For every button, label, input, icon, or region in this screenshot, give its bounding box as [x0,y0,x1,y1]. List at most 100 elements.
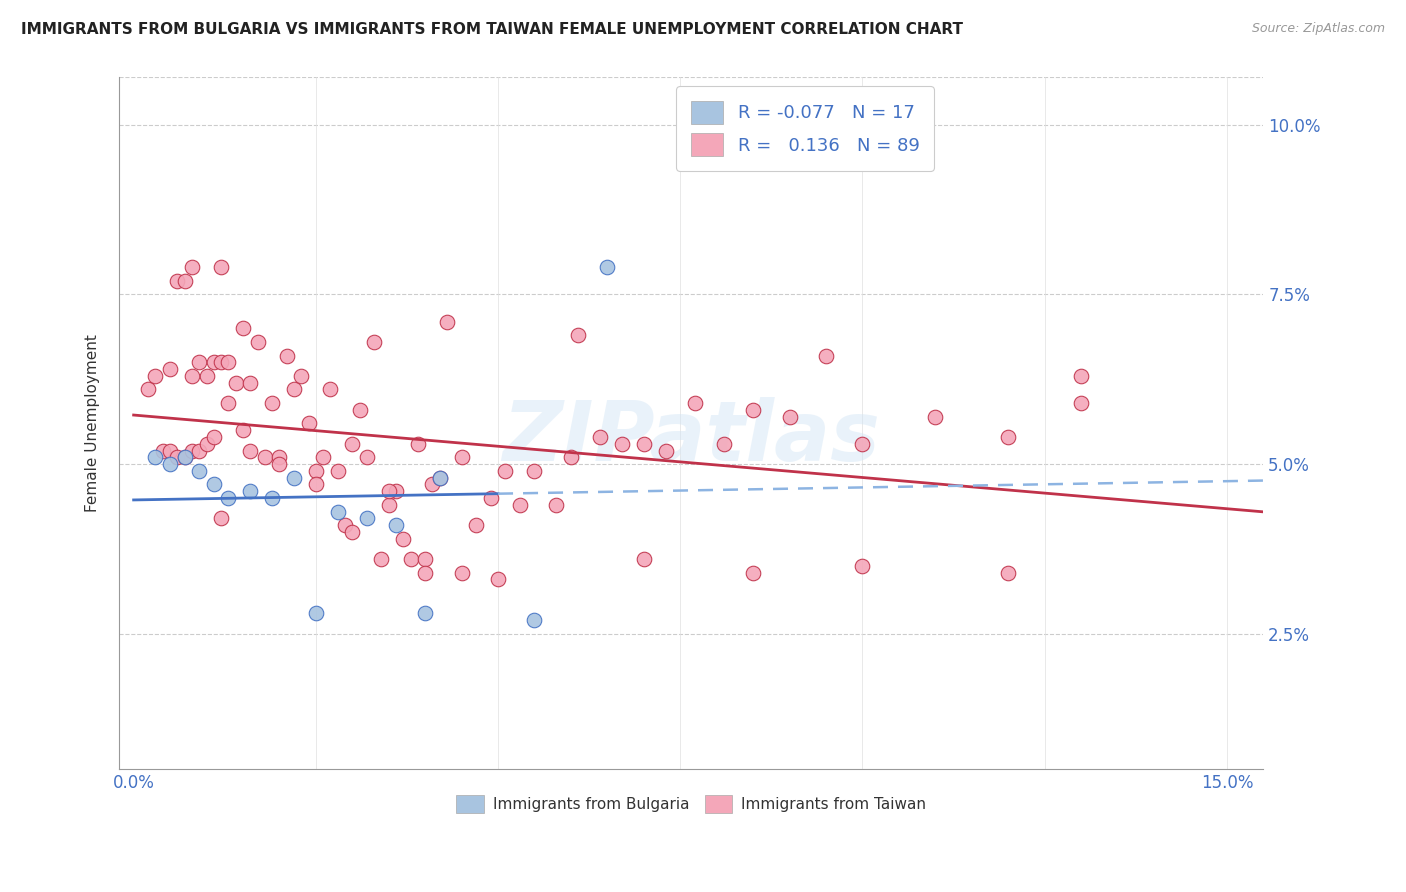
Point [232,321,254,335]
Point [152,443,174,458]
Text: ZIPatlas: ZIPatlas [502,397,880,478]
Point [159,362,181,376]
Point [173,450,195,465]
Point [159,457,181,471]
Point [305,464,328,478]
Point [589,430,612,444]
Point [450,450,472,465]
Point [377,498,399,512]
Point [596,260,619,275]
Point [305,607,328,621]
Point [633,552,655,566]
Point [429,470,451,484]
Point [232,423,254,437]
Point [217,396,239,410]
Point [1070,368,1092,383]
Point [209,355,232,369]
Point [349,402,371,417]
Point [159,443,181,458]
Point [173,274,195,288]
Point [312,450,335,465]
Point [262,396,284,410]
Point [377,484,399,499]
Point [283,383,305,397]
Text: Source: ZipAtlas.com: Source: ZipAtlas.com [1251,22,1385,36]
Point [262,491,284,505]
Point [188,355,211,369]
Point [356,511,378,525]
Point [610,436,633,450]
Point [326,464,349,478]
Point [188,464,211,478]
Point [546,498,568,512]
Point [479,491,502,505]
Point [342,436,364,450]
Point [195,368,218,383]
Point [283,470,305,484]
Point [246,334,269,349]
Point [209,511,232,525]
Point [239,443,262,458]
Point [509,498,531,512]
Point [217,491,239,505]
Point [633,436,655,450]
Point [326,504,349,518]
Point [406,436,429,450]
Point [385,484,408,499]
Point [523,613,546,627]
Point [560,450,582,465]
Point [413,607,436,621]
Point [202,477,225,491]
Point [217,355,239,369]
Point [181,368,204,383]
Point [202,355,225,369]
Point [225,376,247,390]
Point [997,566,1019,580]
Point [253,450,276,465]
Text: IMMIGRANTS FROM BULGARIA VS IMMIGRANTS FROM TAIWAN FEMALE UNEMPLOYMENT CORRELATI: IMMIGRANTS FROM BULGARIA VS IMMIGRANTS F… [21,22,963,37]
Point [239,376,262,390]
Point [166,450,188,465]
Point [181,260,204,275]
Point [486,573,509,587]
Point [239,484,262,499]
Point [654,443,676,458]
Point [997,430,1019,444]
Point [370,552,392,566]
Point [924,409,946,424]
Point [742,402,765,417]
Point [523,464,546,478]
Y-axis label: Female Unemployment: Female Unemployment [86,334,100,512]
Point [181,443,204,458]
Point [145,450,167,465]
Point [742,566,765,580]
Point [713,436,735,450]
Point [319,383,342,397]
Point [269,450,291,465]
Point [779,409,801,424]
Point [209,260,232,275]
Point [305,477,328,491]
Point [815,349,838,363]
Point [290,368,312,383]
Point [356,450,378,465]
Point [450,566,472,580]
Point [166,274,188,288]
Point [145,368,167,383]
Point [136,383,159,397]
Point [413,566,436,580]
Point [342,524,364,539]
Point [297,417,319,431]
Point [269,457,291,471]
Point [851,436,873,450]
Point [173,450,195,465]
Point [851,558,873,573]
Point [333,518,356,533]
Point [202,430,225,444]
Point [465,518,488,533]
Point [429,470,451,484]
Point [195,436,218,450]
Point [413,552,436,566]
Point [399,552,422,566]
Point [494,464,516,478]
